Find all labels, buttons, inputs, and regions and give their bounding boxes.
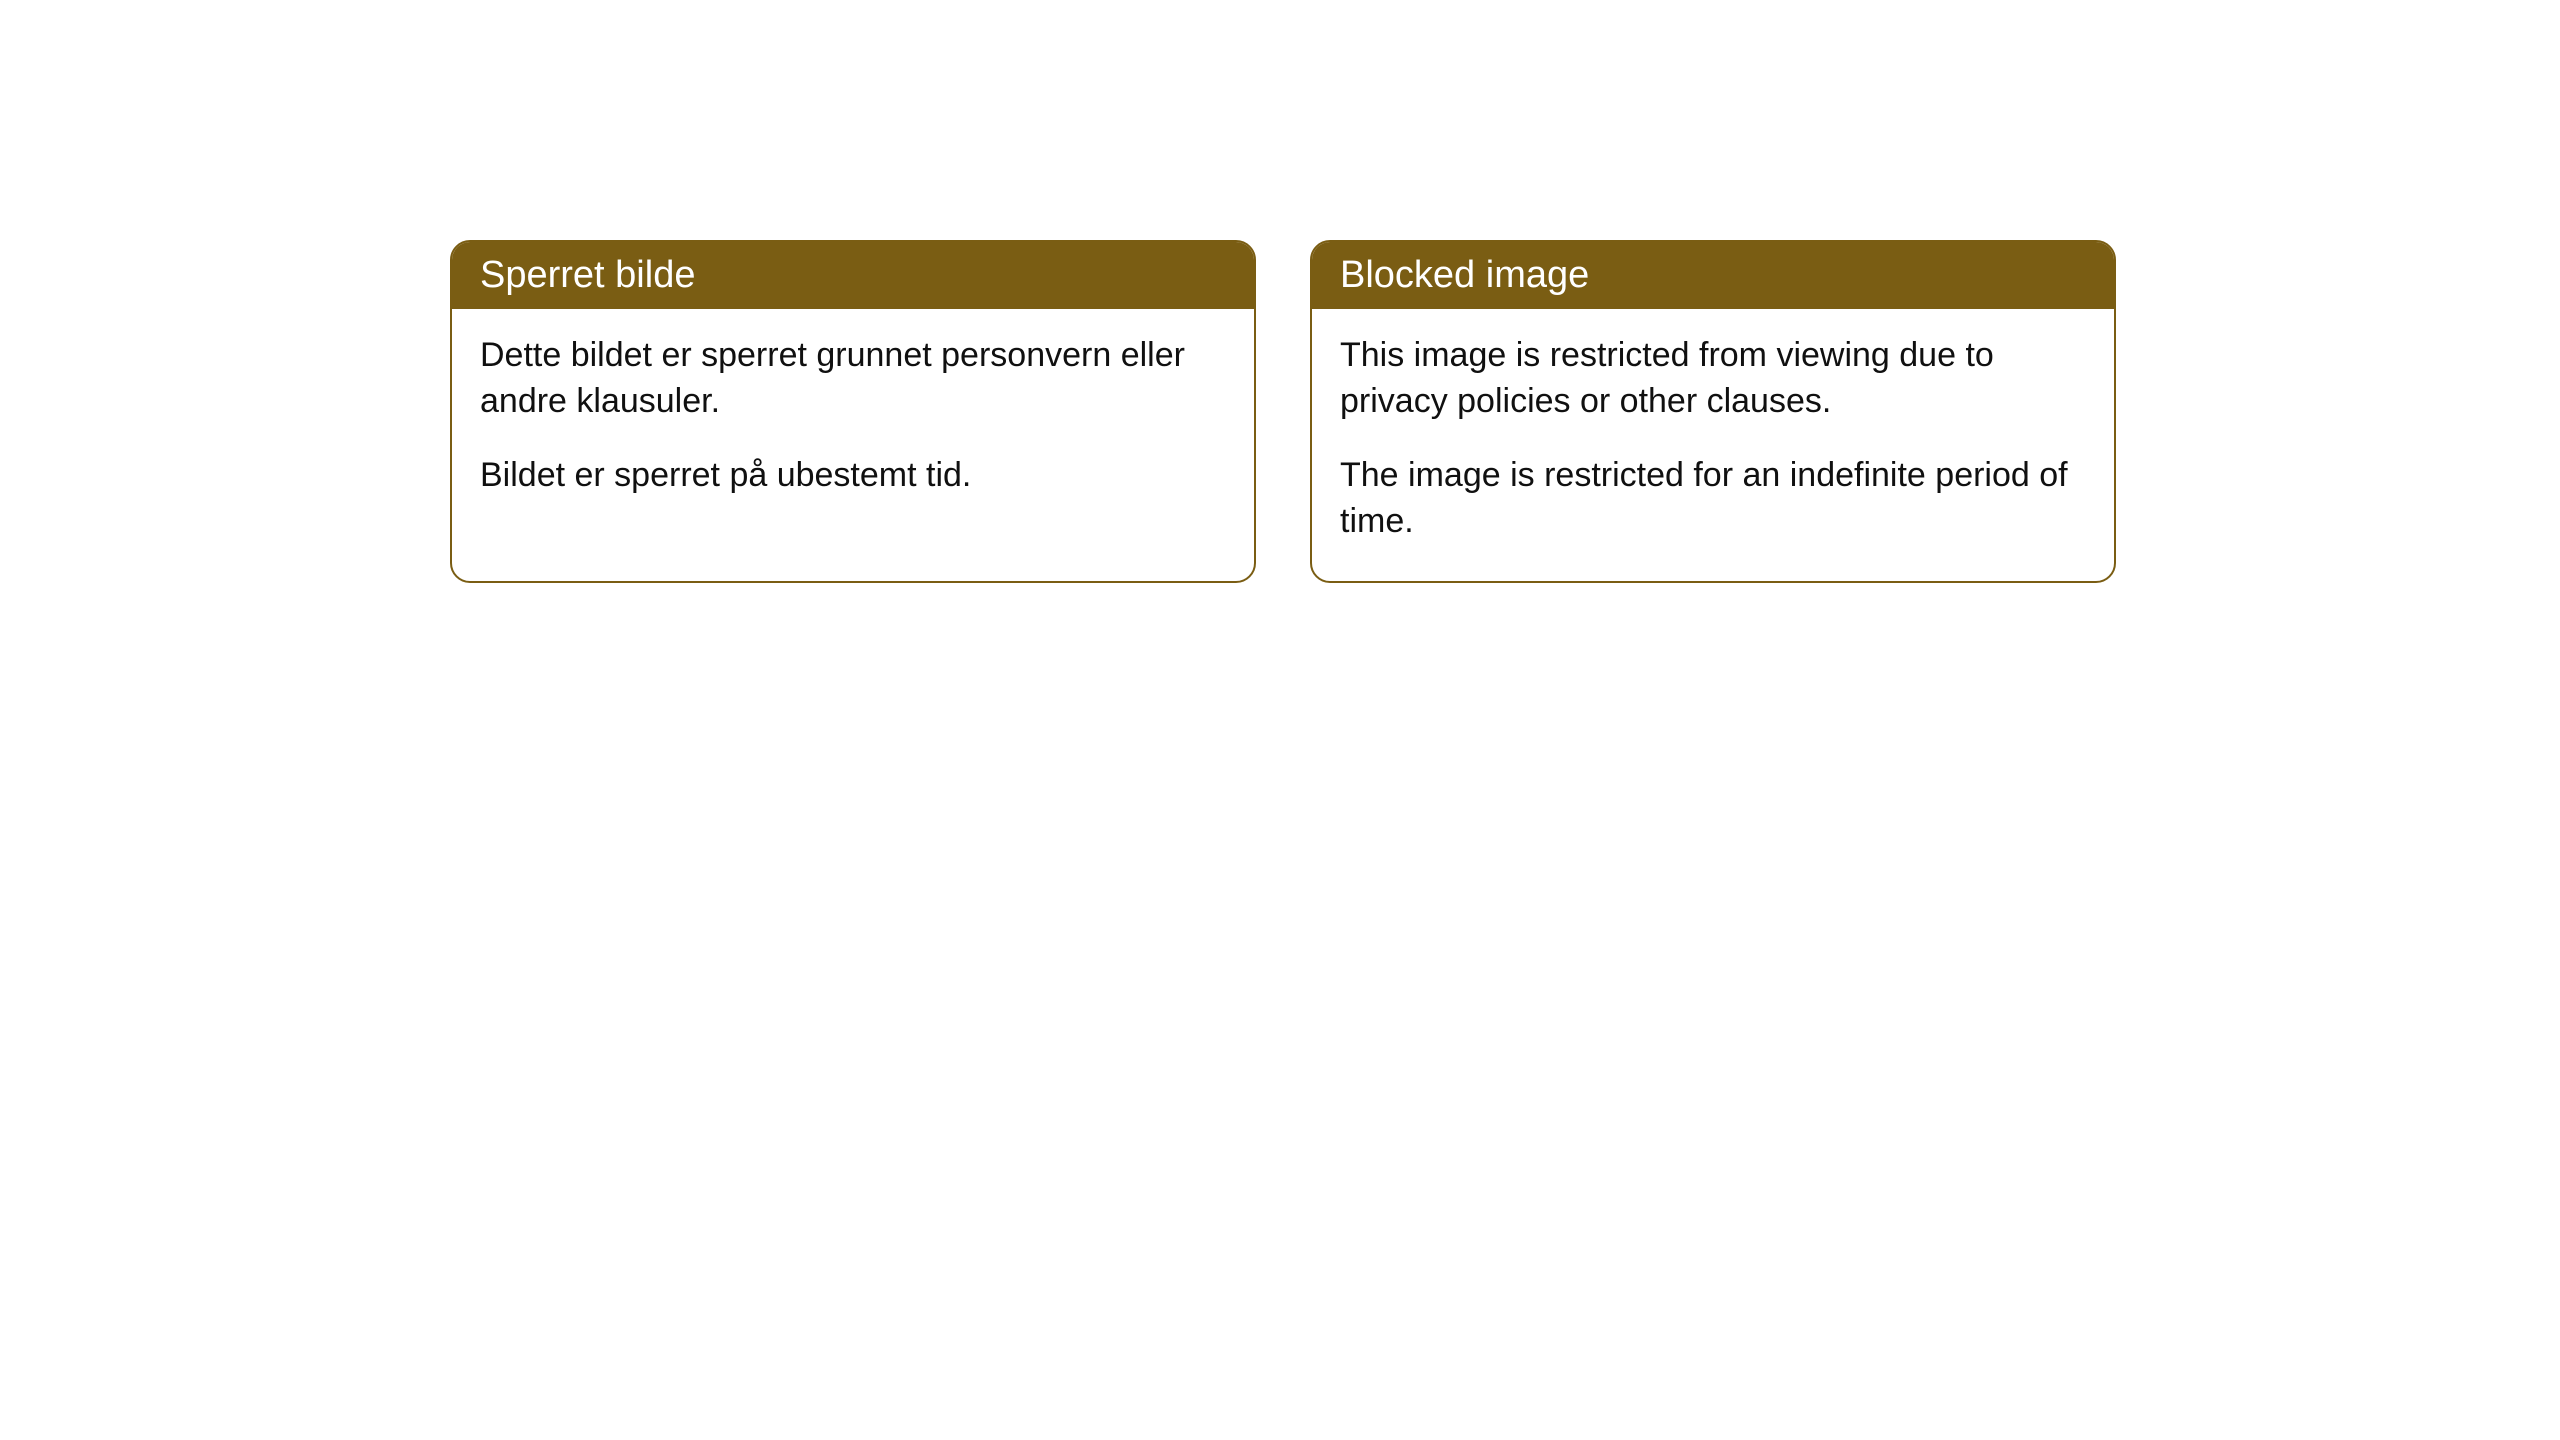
card-paragraph: Bildet er sperret på ubestemt tid.: [480, 453, 1226, 499]
card-header-english: Blocked image: [1312, 242, 2114, 309]
card-header-norwegian: Sperret bilde: [452, 242, 1254, 309]
card-body-norwegian: Dette bildet er sperret grunnet personve…: [452, 309, 1254, 535]
card-paragraph: This image is restricted from viewing du…: [1340, 333, 2086, 425]
card-paragraph: The image is restricted for an indefinit…: [1340, 453, 2086, 545]
card-title: Sperret bilde: [480, 254, 695, 296]
notice-container: Sperret bilde Dette bildet er sperret gr…: [0, 0, 2560, 583]
notice-card-english: Blocked image This image is restricted f…: [1310, 240, 2116, 583]
notice-card-norwegian: Sperret bilde Dette bildet er sperret gr…: [450, 240, 1256, 583]
card-title: Blocked image: [1340, 254, 1589, 296]
card-paragraph: Dette bildet er sperret grunnet personve…: [480, 333, 1226, 425]
card-body-english: This image is restricted from viewing du…: [1312, 309, 2114, 581]
